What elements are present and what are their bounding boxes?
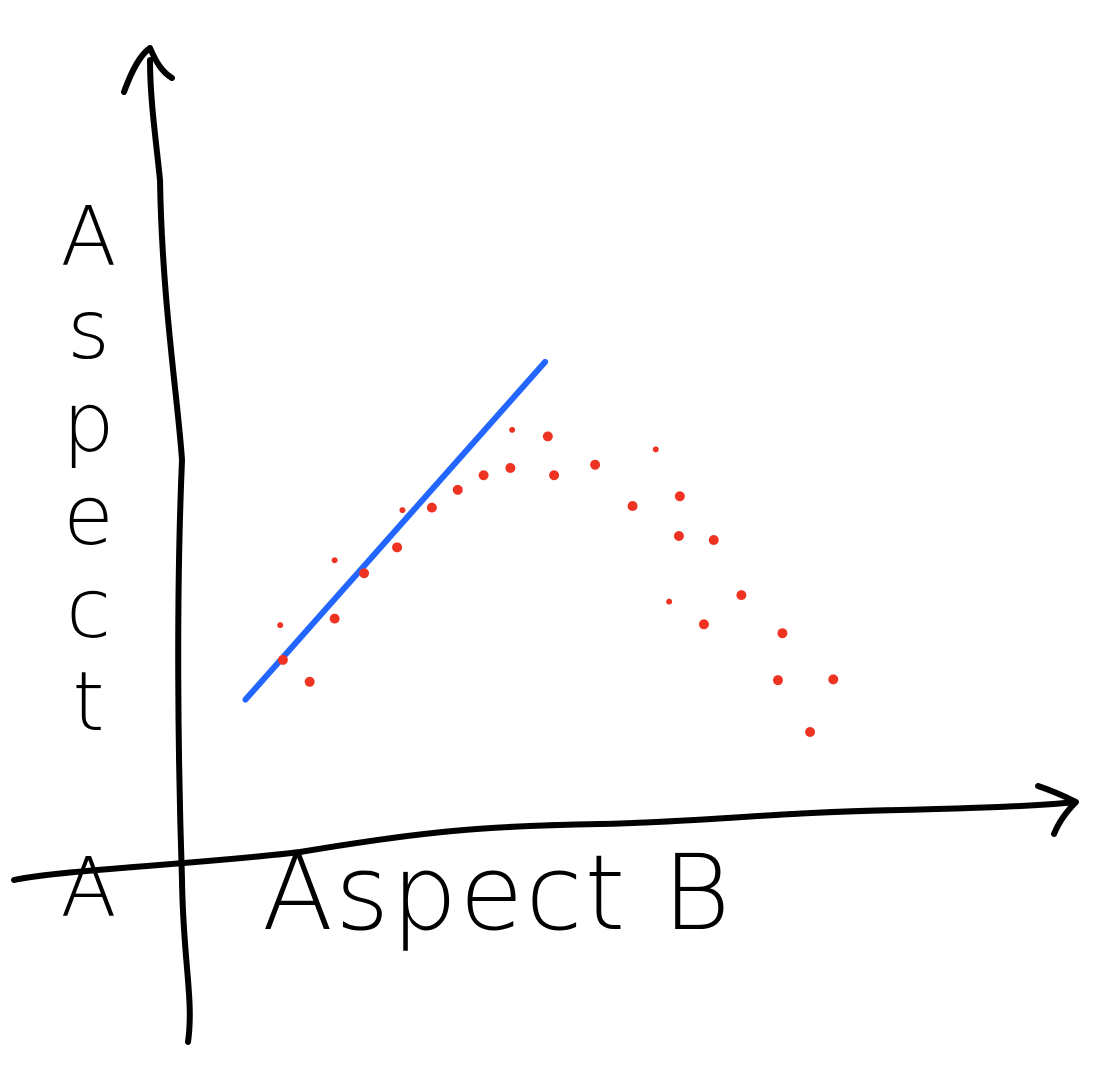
data-point [277,654,288,665]
data-point [708,535,719,546]
data-point [392,542,403,553]
data-point [627,501,638,512]
data-point [304,676,315,687]
x-axis [11,799,1078,883]
data-point [772,675,783,686]
data-point [549,470,560,481]
data-point [777,628,788,639]
y-axis [147,57,193,1045]
data-point [674,491,685,502]
data-point [828,674,839,685]
data-point [277,622,284,629]
data-point [673,531,684,541]
data-point [652,446,659,453]
x-axis-arrowhead [1035,783,1079,837]
data-point [666,598,673,605]
data-point [359,568,370,579]
data-point [505,462,516,473]
x-axis-label: Aspect B [262,832,733,954]
data-point [805,727,816,738]
data-point [478,470,489,481]
data-point [331,557,338,564]
data-point [329,613,340,624]
data-point [590,459,601,470]
y-axis-arrowhead [121,45,175,95]
data-point [452,484,463,495]
data-point [698,619,709,630]
data-point [509,426,516,433]
data-point [399,507,406,514]
y-axis-label: Aspect A [41,190,136,934]
data-point [736,590,747,601]
trend-line [242,358,549,703]
data-point [426,502,437,513]
data-point [542,431,553,442]
